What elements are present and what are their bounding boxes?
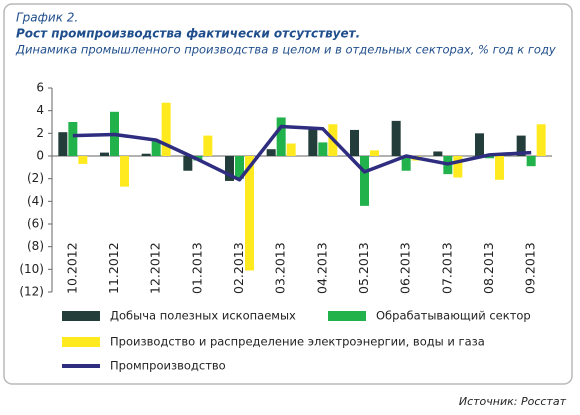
x-tick-label: 10.2012 <box>64 242 79 294</box>
y-tick-label: (10) <box>19 262 44 276</box>
y-tick-label: 0 <box>36 149 44 163</box>
x-tick-label: 01.2013 <box>189 242 204 294</box>
legend-label: Добыча полезных ископаемых <box>110 309 296 323</box>
bar <box>276 117 286 156</box>
x-tick-label: 07.2013 <box>439 242 454 294</box>
bar <box>203 135 213 156</box>
bar <box>58 132 68 156</box>
bar <box>225 156 234 181</box>
x-tick-label: 11.2012 <box>106 242 121 294</box>
y-tick-label: (6) <box>27 217 44 231</box>
bar <box>485 156 494 159</box>
bar <box>453 156 463 178</box>
x-tick-label: 08.2013 <box>481 242 496 294</box>
y-tick-label: 4 <box>36 103 44 117</box>
bar <box>536 124 546 156</box>
x-tick-label: 12.2012 <box>148 242 163 294</box>
x-tick-label: 02.2013 <box>231 242 246 294</box>
panel <box>3 3 573 385</box>
x-tick-label: 06.2013 <box>398 242 413 294</box>
y-tick-label: 6 <box>36 81 44 95</box>
legend-label: Промпроизводство <box>110 359 226 373</box>
x-tick-label: 05.2013 <box>356 242 371 294</box>
bar <box>391 120 401 156</box>
bar <box>318 142 328 156</box>
bar <box>495 156 504 180</box>
bar <box>78 156 88 164</box>
bar <box>433 151 443 156</box>
y-tick-label: (12) <box>19 285 44 299</box>
bar <box>475 133 484 156</box>
bar <box>526 156 536 167</box>
line <box>72 124 532 182</box>
legend-label: Обрабатывающий сектор <box>376 309 531 323</box>
bar <box>120 156 129 187</box>
x-tick-label: 03.2013 <box>273 242 288 294</box>
x-tick-label: 04.2013 <box>314 242 329 294</box>
y-tick-label: (4) <box>27 194 44 208</box>
bar <box>370 150 379 156</box>
bar <box>245 156 254 271</box>
chart-label: График 2. <box>16 11 78 25</box>
y-tick-label: 2 <box>36 126 44 140</box>
chart-title: Рост промпроизводства фактически отсутст… <box>16 27 360 41</box>
bar <box>350 129 359 156</box>
bar <box>360 156 369 206</box>
bar <box>235 156 244 179</box>
source: Источник: Росстат <box>459 395 567 408</box>
chart-subtitle: Динамика промышленного производства в це… <box>15 43 556 57</box>
bar <box>266 149 276 156</box>
bar <box>286 143 296 156</box>
legend-label: Производство и распределение электроэнер… <box>110 335 485 349</box>
bar <box>183 156 193 171</box>
y-tick-label: (8) <box>27 239 44 253</box>
legend-swatch <box>62 311 100 321</box>
bar <box>401 156 411 171</box>
bar <box>151 141 161 156</box>
bar <box>161 102 171 156</box>
legend-swatch <box>328 311 366 321</box>
bar <box>141 153 151 156</box>
y-tick-label: (2) <box>27 171 44 185</box>
bar <box>68 122 78 156</box>
bar <box>100 152 109 156</box>
bar <box>516 135 526 156</box>
bar <box>308 127 318 156</box>
x-tick-label: 09.2013 <box>523 242 538 294</box>
legend-swatch <box>62 337 100 347</box>
